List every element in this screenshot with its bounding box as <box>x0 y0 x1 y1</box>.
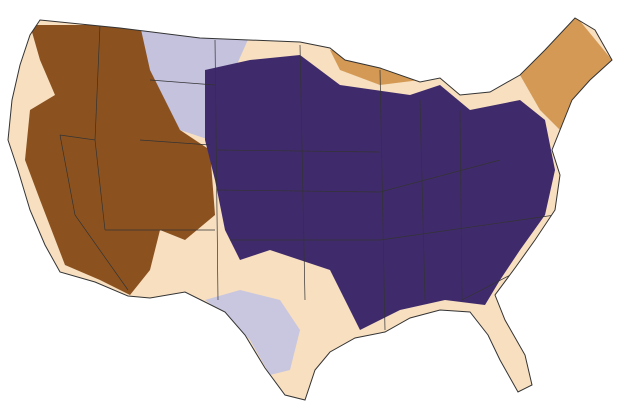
region-northeast <box>520 18 612 130</box>
state-borders <box>59 24 556 331</box>
region-east <box>205 55 555 330</box>
region-south <box>205 290 300 375</box>
region-west <box>25 25 215 295</box>
